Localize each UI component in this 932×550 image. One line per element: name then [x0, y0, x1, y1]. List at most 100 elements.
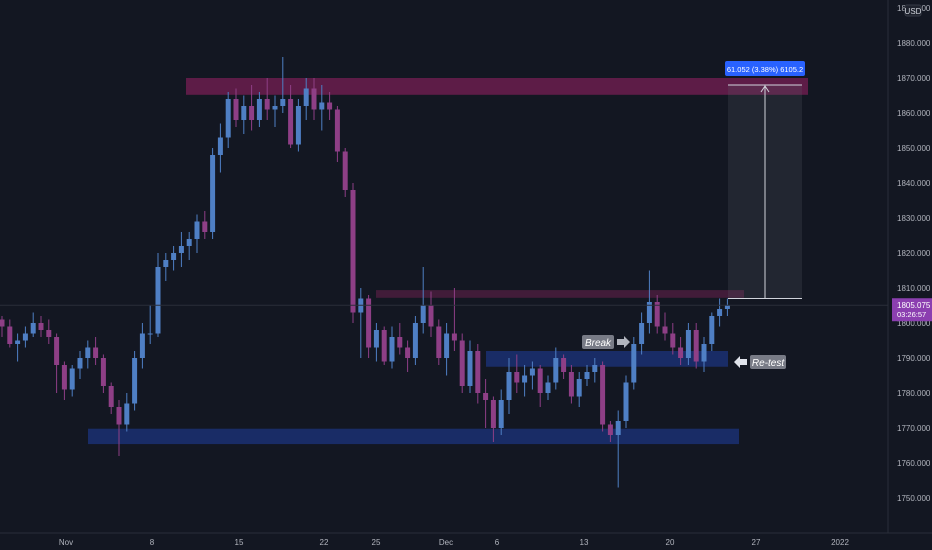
candle-body — [709, 316, 715, 344]
x-tick-label: 25 — [372, 538, 381, 547]
candle — [311, 78, 317, 120]
candle — [537, 365, 543, 407]
candle-body — [249, 106, 255, 120]
candle-body — [194, 221, 200, 239]
y-tick-label: 1780.000 — [897, 389, 931, 398]
candle-body — [202, 221, 208, 232]
candle-body — [241, 106, 247, 120]
measure-label: 61.052 (3.38%) 6105.2 — [727, 65, 803, 74]
candle-body — [69, 368, 75, 390]
candle — [178, 232, 184, 267]
candle — [54, 333, 60, 393]
candle-body — [623, 382, 629, 421]
y-tick-label: 1840.000 — [897, 179, 931, 188]
y-tick-label: 1830.000 — [897, 214, 931, 223]
break-retest-zone[interactable] — [486, 351, 728, 367]
candle-body — [288, 99, 294, 145]
candle-body — [670, 333, 676, 348]
candle — [529, 361, 535, 390]
candle — [202, 211, 208, 239]
candle — [592, 358, 598, 383]
candle-body — [334, 109, 340, 152]
candle-body — [631, 344, 637, 383]
y-tick-label: 1880.000 — [897, 39, 931, 48]
candle-body — [685, 330, 691, 358]
currency-badge[interactable]: USD — [904, 4, 922, 17]
candle — [506, 358, 512, 414]
candle-body — [717, 309, 723, 316]
candle — [288, 85, 294, 148]
candle — [327, 92, 333, 120]
time-axis[interactable]: Nov 8 15 22 25 Dec 6 13 20 27 2022 — [0, 532, 932, 550]
candle-body — [537, 368, 543, 393]
candle-body — [592, 365, 598, 372]
candle — [256, 92, 262, 127]
candle-body — [139, 333, 145, 358]
candle — [233, 88, 239, 127]
candle-body — [607, 424, 613, 435]
candle-body — [615, 421, 621, 435]
candle — [522, 365, 528, 397]
y-tick-label: 1770.000 — [897, 424, 931, 433]
candle — [186, 232, 192, 260]
candle — [334, 106, 340, 162]
candle — [139, 323, 145, 369]
candle — [132, 351, 138, 411]
candle — [38, 316, 44, 337]
candle — [654, 295, 660, 334]
candle — [405, 340, 411, 372]
support-zone-bottom[interactable] — [88, 428, 739, 445]
candle — [147, 305, 153, 344]
candle-body — [475, 351, 481, 393]
break-label-box — [582, 335, 614, 349]
candle-body — [311, 88, 317, 110]
candle-body — [514, 372, 520, 383]
candle-body — [295, 106, 301, 145]
candle-body — [116, 407, 122, 425]
annotations-layer: Break Re-test — [582, 335, 786, 369]
candle — [124, 393, 130, 432]
candle — [264, 78, 270, 120]
break-arrow-icon — [617, 336, 630, 348]
candle — [490, 396, 496, 442]
candle-body — [420, 305, 426, 323]
candle-body — [163, 260, 169, 267]
supply-zone-top[interactable] — [186, 78, 808, 95]
candle-body — [272, 106, 278, 110]
candle-body — [701, 344, 707, 362]
currency-badge-text: USD — [905, 7, 922, 16]
candle — [15, 333, 21, 362]
measure-arrow-head — [760, 85, 770, 93]
resistance-zone[interactable] — [376, 290, 744, 298]
candle — [171, 246, 177, 271]
retest-arrow-icon — [734, 356, 747, 368]
candle — [100, 354, 106, 393]
zones-layer — [88, 78, 808, 445]
candle — [303, 78, 309, 120]
candle — [724, 298, 730, 316]
current-price-badge — [892, 298, 932, 322]
candle-body — [444, 333, 450, 358]
candle — [194, 214, 200, 253]
x-tick-label: 20 — [666, 538, 675, 547]
candle — [568, 365, 574, 404]
candle — [30, 312, 36, 337]
price-axis[interactable]: 1880.000 1870.000 1860.000 1850.000 1840.000… — [887, 0, 932, 550]
candle-body — [350, 190, 356, 313]
candle — [412, 316, 418, 365]
candle — [93, 337, 99, 365]
candle-body — [15, 340, 21, 344]
candle-body — [233, 99, 239, 120]
candle — [631, 337, 637, 390]
measure-layer: 61.052 (3.38%) 6105.2 — [725, 61, 805, 299]
candle-body — [639, 323, 645, 344]
candle-body — [724, 305, 730, 309]
x-tick-label: 15 — [235, 538, 244, 547]
candle — [670, 323, 676, 355]
candle — [662, 312, 668, 341]
candle — [514, 354, 520, 393]
candle — [475, 344, 481, 404]
x-tick-label: Nov — [59, 538, 73, 547]
x-tick-label: Dec — [439, 538, 453, 547]
candle — [210, 148, 216, 239]
